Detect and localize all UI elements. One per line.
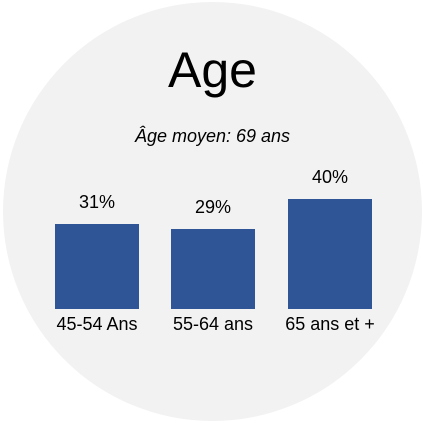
chart-subtitle: Âge moyen: 69 ans xyxy=(134,126,291,146)
x-tick-label: 45-54 Ans xyxy=(56,314,138,334)
value-label: 29% xyxy=(194,197,232,218)
bar xyxy=(171,229,255,309)
value-label: 40% xyxy=(311,167,349,187)
value-label: 31% xyxy=(78,191,116,212)
x-tick-label: 55-64 ans xyxy=(172,314,254,334)
x-tick-label: 65 ans et + xyxy=(285,314,375,334)
chart-title: Age xyxy=(168,42,257,98)
bar xyxy=(55,223,139,309)
bar xyxy=(288,199,372,309)
